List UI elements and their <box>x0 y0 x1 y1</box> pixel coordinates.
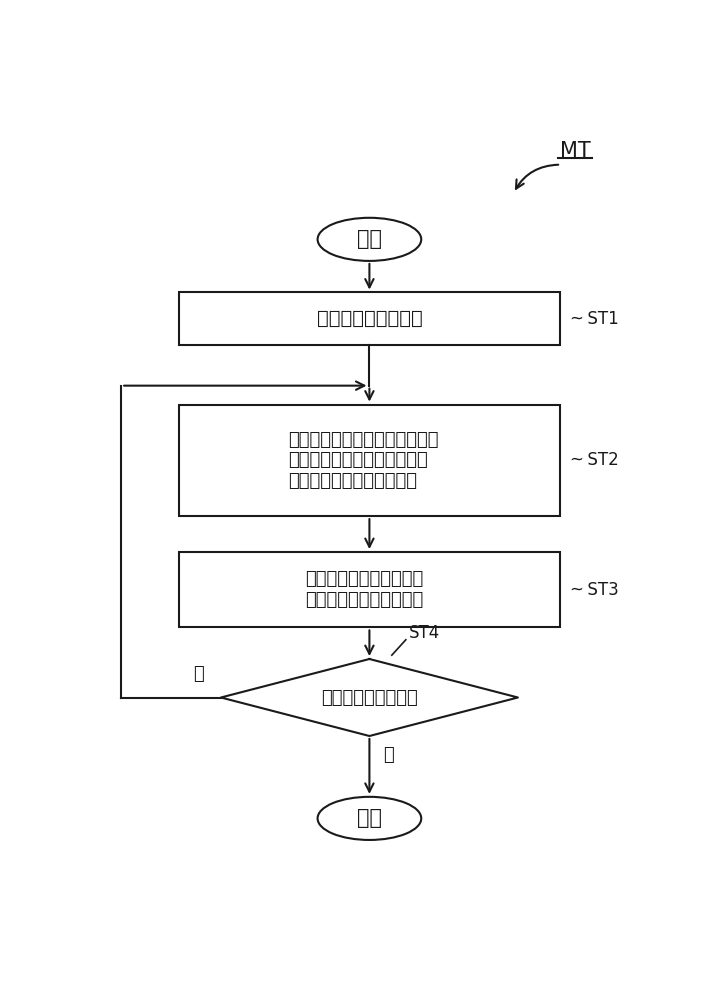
Text: ~ ST1: ~ ST1 <box>570 310 619 328</box>
Text: 是否满足停止条件？: 是否满足停止条件？ <box>321 688 418 706</box>
Text: MT: MT <box>560 141 591 161</box>
FancyBboxPatch shape <box>179 405 560 516</box>
FancyBboxPatch shape <box>179 292 560 345</box>
Text: 结束: 结束 <box>357 808 382 828</box>
Text: 将基片暴露于包括含有碳原子及
氟原子的气体和含有硅原子的
气体的处理气体的等离子体: 将基片暴露于包括含有碳原子及 氟原子的气体和含有硅原子的 气体的处理气体的等离子… <box>288 431 439 490</box>
Ellipse shape <box>317 797 422 840</box>
Polygon shape <box>221 659 518 736</box>
Ellipse shape <box>317 218 422 261</box>
Text: 是: 是 <box>383 746 394 764</box>
Text: ~ ST2: ~ ST2 <box>570 451 619 469</box>
Text: ~ ST3: ~ ST3 <box>570 581 619 599</box>
Text: ST4: ST4 <box>408 624 440 642</box>
Text: 将基片提供到腔室内: 将基片提供到腔室内 <box>317 309 422 328</box>
Text: 利用沉积物所包含的碳氟
化合物的自由基进行蚀刻: 利用沉积物所包含的碳氟 化合物的自由基进行蚀刻 <box>304 570 423 609</box>
Text: 否: 否 <box>193 665 204 683</box>
FancyBboxPatch shape <box>179 552 560 627</box>
Text: 开始: 开始 <box>357 229 382 249</box>
